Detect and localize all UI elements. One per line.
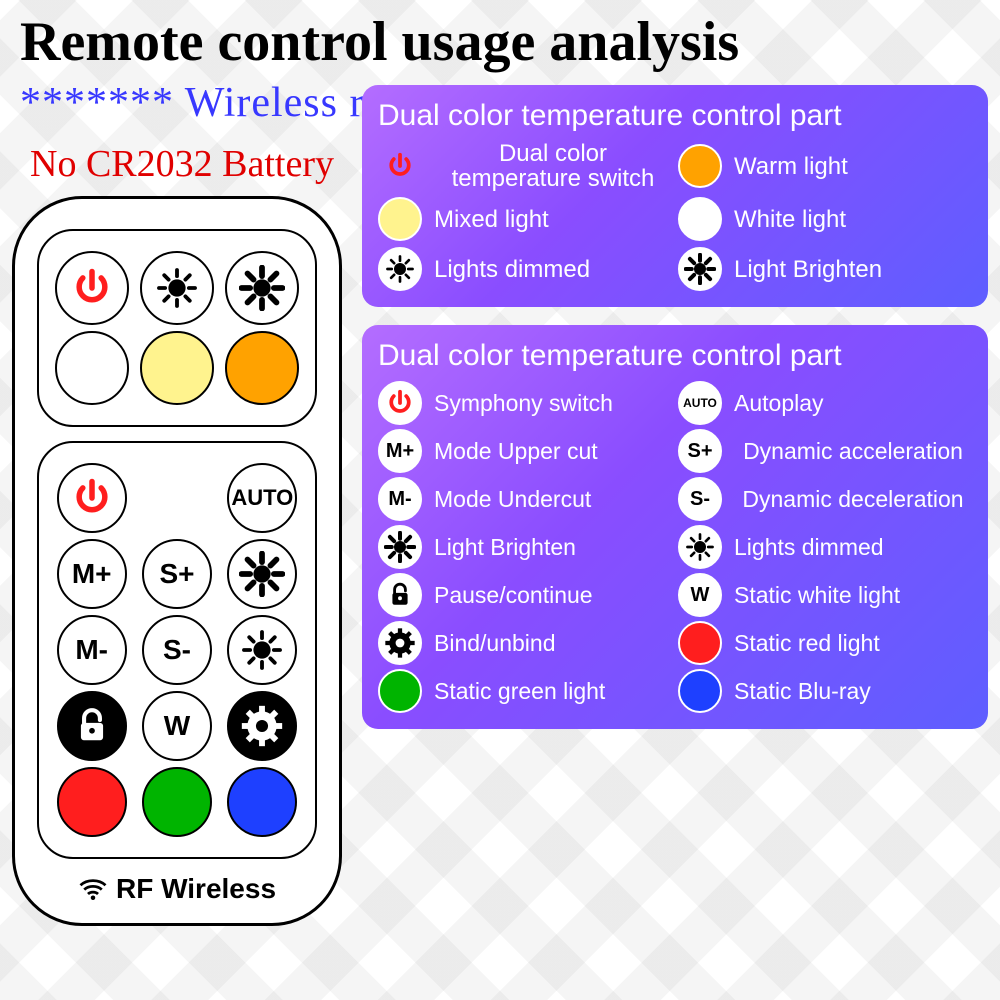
panel-2: Dual color temperature control part Symp…	[362, 325, 988, 729]
page-title: Remote control usage analysis	[0, 0, 1000, 74]
legend-label: Light Brighten	[434, 535, 672, 559]
sun-bright-icon	[239, 551, 285, 597]
power-icon	[70, 266, 114, 310]
lock-icon	[73, 707, 111, 745]
color-button[interactable]	[225, 331, 299, 405]
gear-icon	[384, 627, 416, 659]
panel-title: Dual color temperature control part	[378, 99, 972, 133]
legend-label: Static Blu-ray	[734, 679, 972, 703]
brighten-button[interactable]	[225, 251, 299, 325]
color-button[interactable]	[140, 331, 214, 405]
legend-label: Light Brighten	[734, 257, 972, 282]
legend-label: Lights dimmed	[734, 535, 972, 559]
legend-label: Static red light	[734, 631, 972, 655]
legend-icon	[378, 197, 422, 241]
power-icon	[385, 388, 415, 418]
legend-label: Autoplay	[734, 391, 972, 415]
color-button[interactable]	[142, 767, 212, 837]
legend-label: Dynamic deceleration	[734, 487, 972, 511]
legend-icon	[678, 525, 722, 569]
remote-group-2: AUTO M+S+ M-S- W	[37, 441, 317, 859]
text-button[interactable]: S-	[142, 615, 212, 685]
legend-icon: S+	[678, 429, 722, 473]
legend-label: Dual color temperature switch	[434, 141, 672, 191]
legend-icon	[678, 144, 722, 188]
color-button[interactable]	[227, 767, 297, 837]
brighten-button[interactable]	[227, 539, 297, 609]
sun-dim-icon	[154, 265, 200, 311]
legend-label: Mixed light	[434, 207, 672, 232]
sun-bright-icon	[239, 265, 285, 311]
legend-label: Mode Upper cut	[434, 439, 672, 463]
legend-label: Lights dimmed	[434, 257, 672, 282]
sun-bright-icon	[684, 253, 716, 285]
legend-label: Symphony switch	[434, 391, 672, 415]
power-icon	[70, 476, 114, 520]
legend-icon: M+	[378, 429, 422, 473]
sun-dim-icon	[684, 531, 716, 563]
legend-icon	[378, 381, 422, 425]
text-button[interactable]: S+	[142, 539, 212, 609]
sun-dim-icon	[239, 627, 285, 673]
legend-icon: M-	[378, 477, 422, 521]
lock-icon	[387, 582, 413, 608]
panel-title: Dual color temperature control part	[378, 339, 972, 373]
lock-button[interactable]	[57, 691, 127, 761]
dim-button[interactable]	[140, 251, 214, 325]
legend-label: Static green light	[434, 679, 672, 703]
legend-icon	[378, 669, 422, 713]
legend-icon	[378, 144, 422, 188]
legend-icon	[678, 621, 722, 665]
legend-icon: AUTO	[678, 381, 722, 425]
dim-button[interactable]	[227, 615, 297, 685]
legend-label: Warm light	[734, 154, 972, 179]
sun-bright-icon	[384, 531, 416, 563]
rf-text: RF Wireless	[116, 873, 276, 905]
legend-label: Static white light	[734, 583, 972, 607]
legend-icon	[678, 197, 722, 241]
panel-1: Dual color temperature control part Dual…	[362, 85, 988, 307]
legend-label: Mode Undercut	[434, 487, 672, 511]
power-icon	[385, 151, 415, 181]
text-button[interactable]: AUTO	[227, 463, 297, 533]
legend-icon	[678, 247, 722, 291]
sun-dim-icon	[384, 253, 416, 285]
gear-icon	[240, 704, 284, 748]
legend-icon	[378, 525, 422, 569]
color-button[interactable]	[55, 331, 129, 405]
legend-icon	[378, 573, 422, 617]
color-button[interactable]	[57, 767, 127, 837]
legend-icon: S-	[678, 477, 722, 521]
legend-label: Pause/continue	[434, 583, 672, 607]
remote-body: AUTO M+S+ M-S- W RF Wireless	[12, 196, 342, 926]
legend-icon	[378, 247, 422, 291]
legend-label: Dynamic acceleration	[734, 439, 972, 463]
legend-label: Bind/unbind	[434, 631, 672, 655]
battery-warning: No CR2032 Battery	[12, 142, 342, 186]
legend-icon	[378, 621, 422, 665]
power-button[interactable]	[57, 463, 127, 533]
remote-group-1	[37, 229, 317, 427]
gear-button[interactable]	[227, 691, 297, 761]
text-button[interactable]: M-	[57, 615, 127, 685]
rf-label: RF Wireless	[37, 873, 317, 905]
legend-icon: W	[678, 573, 722, 617]
text-button[interactable]: W	[142, 691, 212, 761]
power-button[interactable]	[55, 251, 129, 325]
text-button[interactable]: M+	[57, 539, 127, 609]
legend-icon	[678, 669, 722, 713]
wifi-icon	[78, 874, 108, 904]
legend-label: White light	[734, 207, 972, 232]
